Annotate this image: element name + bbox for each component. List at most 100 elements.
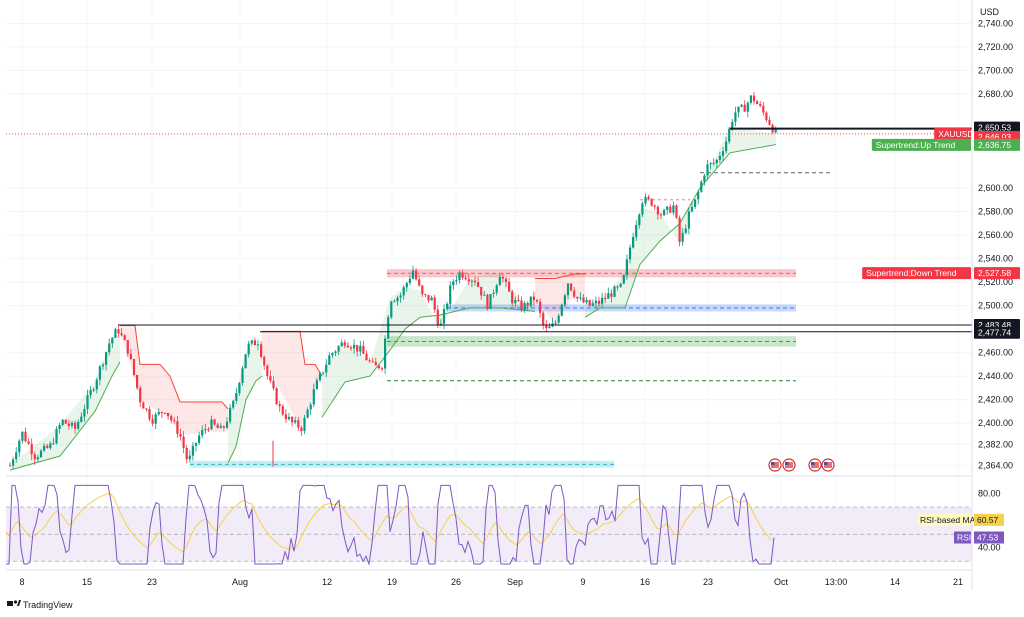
candle-body: [597, 300, 601, 304]
candle-body: [625, 259, 628, 276]
candle-body: [498, 277, 501, 286]
candle-body: [61, 419, 64, 425]
candle-body: [365, 353, 368, 361]
candle-body: [455, 280, 458, 282]
us-flag-icon: [782, 458, 796, 472]
supertrend-line-up: [584, 144, 777, 318]
candle-body: [139, 387, 142, 403]
candle-body: [458, 272, 461, 281]
price-tick-label: 2,560.00: [978, 230, 1013, 240]
candle-body: [529, 296, 532, 306]
candle-body: [616, 286, 619, 288]
price-tag-label: Supertrend:Down Trend: [866, 268, 957, 278]
candle-body: [204, 429, 207, 431]
candle-body: [291, 416, 294, 423]
rsi-line: [6, 484, 775, 566]
price-tag-bg: [871, 138, 971, 151]
candle-body: [95, 379, 98, 390]
supertrend-line-down: [120, 325, 229, 410]
supertrend-line-up: [9, 361, 121, 471]
us-flag-icon: [821, 458, 835, 472]
candle-body: [628, 247, 632, 260]
price-tag-bg: [974, 138, 1020, 151]
candle-body: [663, 209, 666, 216]
candle-body: [746, 102, 749, 112]
candle-body: [362, 345, 365, 354]
price-tag-bg: [974, 121, 1020, 134]
time-tick-label: Aug: [232, 577, 248, 587]
supertrend: [9, 126, 777, 471]
candle-body: [120, 333, 123, 336]
candle-body: [101, 364, 105, 367]
rsi-pane: [5, 484, 972, 566]
candle-body: [58, 424, 61, 429]
candle-body: [601, 297, 604, 304]
candle-body: [142, 402, 145, 409]
candle-body: [24, 431, 27, 442]
candle-body: [235, 392, 238, 401]
candle-body: [232, 400, 235, 408]
price-tag-label: Supertrend:Up Trend: [876, 140, 956, 150]
candle-body: [672, 205, 675, 213]
candle-body: [108, 343, 111, 353]
candle-body: [467, 279, 470, 282]
tradingview-logo-text: TradingView: [23, 600, 73, 610]
price-tick-label: 2,720.00: [978, 42, 1013, 52]
time-tick-label: 14: [890, 577, 900, 587]
candle-body: [176, 421, 179, 434]
candle-body: [303, 417, 306, 432]
candle-body: [92, 389, 95, 391]
candle-body: [542, 312, 545, 325]
candle-body: [402, 287, 405, 296]
candle-body: [173, 420, 176, 422]
price-tick-label: 2,364.00: [978, 460, 1013, 470]
candle-body: [337, 346, 340, 352]
candle-body: [752, 95, 756, 102]
time-tick-label: 23: [703, 577, 713, 587]
candle-body: [216, 424, 219, 429]
time-tick-label: 8: [19, 577, 24, 587]
candle-body: [759, 103, 762, 106]
candle-body: [284, 414, 287, 420]
axes: 2,740.00 2,720.00 2,700.00 2,680.00 2,600.00…: [6, 0, 1013, 590]
candle-body: [349, 347, 353, 349]
price-tick-label: 2,420.00: [978, 395, 1013, 405]
price-tag-label: 2,527.58: [978, 268, 1011, 278]
rsi-value-bg: [974, 531, 1004, 544]
candle-body: [123, 335, 126, 341]
candle-body: [644, 196, 647, 204]
price-tick-label: 2,680.00: [978, 89, 1013, 99]
candle-body: [511, 291, 514, 304]
price-tag-bg: [934, 127, 971, 140]
candle-body: [154, 414, 157, 424]
candle-body: [582, 297, 585, 303]
candle-body: [675, 205, 678, 218]
candle-body: [548, 326, 551, 329]
rsi-value: 47.53: [977, 532, 999, 542]
candle-body: [315, 380, 318, 390]
supertrend-fill-down: [262, 331, 322, 427]
candle-body: [260, 344, 263, 357]
candle-body: [114, 329, 117, 338]
candle-body: [294, 420, 297, 423]
candle-body: [297, 420, 300, 428]
candle-body: [194, 442, 198, 446]
supertrend-line-up: [227, 375, 263, 464]
candle-body: [684, 228, 687, 233]
candle-body: [18, 440, 21, 453]
rsi-name: RSI: [957, 532, 971, 542]
candle-body: [666, 206, 669, 210]
candle-body: [309, 404, 312, 410]
candle-body: [706, 164, 709, 176]
candle-body: [70, 422, 74, 426]
candle-body: [421, 285, 424, 295]
candle-body: [198, 435, 201, 443]
candle-body: [256, 344, 260, 346]
candle-body: [86, 395, 89, 410]
candle-body: [80, 416, 83, 422]
candle-body: [464, 277, 467, 280]
candle-body: [728, 128, 731, 142]
candle-body: [656, 206, 659, 215]
candle-body: [346, 345, 349, 348]
candle-body: [266, 365, 269, 376]
